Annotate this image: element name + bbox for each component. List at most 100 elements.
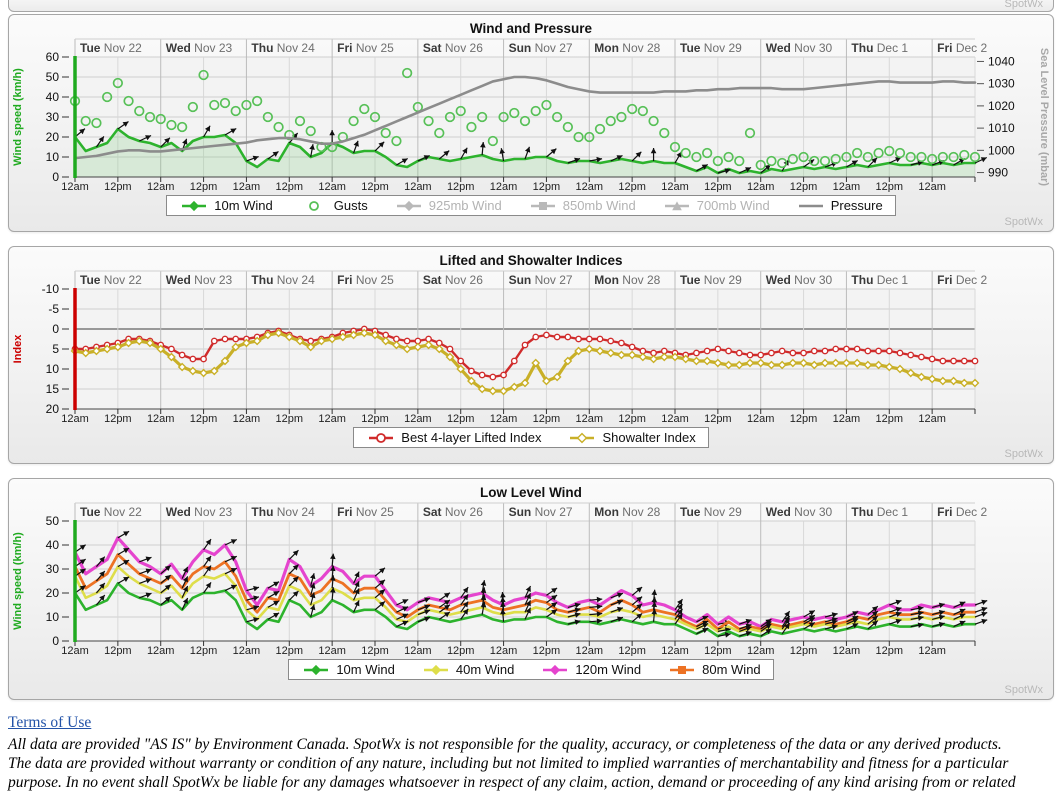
legend-item-label: 10m Wind <box>214 198 273 213</box>
svg-text:1040: 1040 <box>988 54 1015 68</box>
80m-wind-legend-marker-icon <box>670 665 695 674</box>
svg-text:12pm: 12pm <box>447 413 475 424</box>
svg-text:20: 20 <box>46 130 60 144</box>
legend-item-showalter-index[interactable]: Showalter Index <box>567 430 696 445</box>
lifted-showalter-chart-canvas[interactable]: Tue Nov 22 Wed Nov 23 Thu Nov 24 Fri Nov 25… <box>9 269 1053 424</box>
svg-text:-10: -10 <box>42 282 60 296</box>
svg-text:12am: 12am <box>490 181 518 192</box>
wind-pressure-chart-canvas[interactable]: Tue Nov 22 Wed Nov 23 Thu Nov 24 Fri Nov 25… <box>9 37 1053 192</box>
svg-text:0: 0 <box>52 634 59 648</box>
svg-text:12pm: 12pm <box>876 181 904 192</box>
svg-text:12am: 12am <box>233 181 261 192</box>
showalter-index-legend-marker-icon <box>570 432 595 443</box>
svg-text:12pm: 12pm <box>704 181 732 192</box>
disclaimer-text: purpose. In no event shall SpotWx be lia… <box>8 774 1016 791</box>
svg-text:Fri Nov 25: Fri Nov 25 <box>337 273 394 287</box>
svg-text:12am: 12am <box>147 645 175 656</box>
svg-text:12pm: 12pm <box>361 413 389 424</box>
svg-text:Sun Nov 27: Sun Nov 27 <box>509 505 573 519</box>
svg-text:Fri Dec 2: Fri Dec 2 <box>937 41 987 55</box>
925mb-wind-legend-marker-icon <box>396 200 421 211</box>
10m-wind-legend-marker-icon <box>304 664 329 675</box>
legend-item-120m-wind[interactable]: 120m Wind <box>540 662 641 677</box>
svg-text:12pm: 12pm <box>190 181 218 192</box>
svg-text:1020: 1020 <box>988 99 1015 113</box>
svg-text:12am: 12am <box>747 645 775 656</box>
svg-text:Tue Nov 22: Tue Nov 22 <box>80 41 142 55</box>
svg-text:12pm: 12pm <box>104 645 132 656</box>
wind-pressure-chart-panel: Wind and Pressure Tue Nov 22 Wed Nov 23 Th… <box>8 14 1054 232</box>
svg-text:12am: 12am <box>61 413 89 424</box>
legend-item-label: 850mb Wind <box>562 198 636 213</box>
svg-text:12am: 12am <box>404 181 432 192</box>
40m-wind-legend-marker-icon <box>423 664 448 675</box>
svg-text:5: 5 <box>52 342 59 356</box>
svg-text:12am: 12am <box>918 413 946 424</box>
svg-text:Index: Index <box>12 334 24 364</box>
svg-text:12pm: 12pm <box>276 413 304 424</box>
legend-item-925mb-wind[interactable]: 925mb Wind <box>394 198 502 213</box>
legend-item-label: 40m Wind <box>455 662 515 677</box>
svg-text:12am: 12am <box>576 413 604 424</box>
svg-text:12am: 12am <box>747 181 775 192</box>
svg-text:12am: 12am <box>490 645 518 656</box>
svg-text:0: 0 <box>52 322 59 336</box>
svg-text:20: 20 <box>46 586 60 600</box>
svg-text:12am: 12am <box>576 645 604 656</box>
svg-text:12pm: 12pm <box>790 413 818 424</box>
svg-text:Sun Nov 27: Sun Nov 27 <box>509 273 573 287</box>
legend-item-700mb-wind[interactable]: 700mb Wind <box>662 198 770 213</box>
svg-text:12am: 12am <box>576 181 604 192</box>
legend-item-label: 120m Wind <box>575 662 642 677</box>
svg-text:40: 40 <box>46 90 60 104</box>
svg-text:10: 10 <box>46 150 60 164</box>
legend-item-label: 10m Wind <box>336 662 395 677</box>
svg-text:12pm: 12pm <box>190 413 218 424</box>
low-level-wind-chart-canvas[interactable]: Tue Nov 22 Wed Nov 23 Thu Nov 24 Fri Nov 25… <box>9 501 1053 656</box>
legend-item-label: Pressure <box>830 198 883 213</box>
svg-text:Mon Nov 28: Mon Nov 28 <box>594 273 660 287</box>
legend-item-label: Showalter Index <box>602 430 696 445</box>
svg-text:12pm: 12pm <box>790 645 818 656</box>
svg-text:12am: 12am <box>918 645 946 656</box>
legend-item-10m-wind[interactable]: 10m Wind <box>301 662 395 677</box>
svg-text:Sun Nov 27: Sun Nov 27 <box>509 41 573 55</box>
legend-item-10m-wind[interactable]: 10m Wind <box>179 198 273 213</box>
svg-text:0: 0 <box>52 170 59 184</box>
svg-text:Wed Nov 23: Wed Nov 23 <box>166 505 233 519</box>
svg-text:50: 50 <box>46 514 60 528</box>
lifted-showalter-chart-panel: Lifted and Showalter Indices Tue Nov 22 W… <box>8 246 1054 464</box>
terms-of-use-link[interactable]: Terms of Use <box>8 714 92 731</box>
spotwx-watermark: SpotWx <box>1004 684 1043 696</box>
svg-text:Fri Nov 25: Fri Nov 25 <box>337 41 394 55</box>
svg-text:12am: 12am <box>833 645 861 656</box>
legend-item-gusts[interactable]: Gusts <box>299 198 368 213</box>
svg-text:Wed Nov 30: Wed Nov 30 <box>766 505 833 519</box>
svg-text:12am: 12am <box>233 645 261 656</box>
legend-item-best-4-layer-lifted-index[interactable]: Best 4-layer Lifted Index <box>366 430 541 445</box>
best-4-layer-lifted-index-legend-marker-icon <box>369 432 394 443</box>
disclaimer-text: The data are provided without warranty o… <box>8 755 1009 772</box>
previous-panel-edge: SpotWx <box>8 0 1054 12</box>
svg-text:Sea Level Pressure (mbar): Sea Level Pressure (mbar) <box>1038 48 1050 187</box>
svg-text:12am: 12am <box>661 181 689 192</box>
legend-item-40m-wind[interactable]: 40m Wind <box>421 662 515 677</box>
footer: Terms of Use All data are provided "AS I… <box>8 714 1056 792</box>
legend-item-80m-wind[interactable]: 80m Wind <box>667 662 761 677</box>
svg-text:12pm: 12pm <box>190 645 218 656</box>
svg-text:Wind speed (km/h): Wind speed (km/h) <box>12 68 24 166</box>
svg-text:15: 15 <box>46 382 60 396</box>
legend-item-pressure[interactable]: Pressure <box>796 198 883 213</box>
svg-text:12pm: 12pm <box>447 181 475 192</box>
svg-text:12pm: 12pm <box>361 645 389 656</box>
svg-text:30: 30 <box>46 110 60 124</box>
svg-text:12pm: 12pm <box>104 181 132 192</box>
svg-text:Wed Nov 30: Wed Nov 30 <box>766 41 833 55</box>
svg-text:12am: 12am <box>661 413 689 424</box>
svg-text:Mon Nov 28: Mon Nov 28 <box>594 505 660 519</box>
svg-text:Thu Nov 24: Thu Nov 24 <box>251 41 315 55</box>
svg-text:12pm: 12pm <box>618 645 646 656</box>
svg-text:12am: 12am <box>747 413 775 424</box>
legend-item-850mb-wind[interactable]: 850mb Wind <box>528 198 636 213</box>
spotwx-watermark: SpotWx <box>1004 448 1043 460</box>
